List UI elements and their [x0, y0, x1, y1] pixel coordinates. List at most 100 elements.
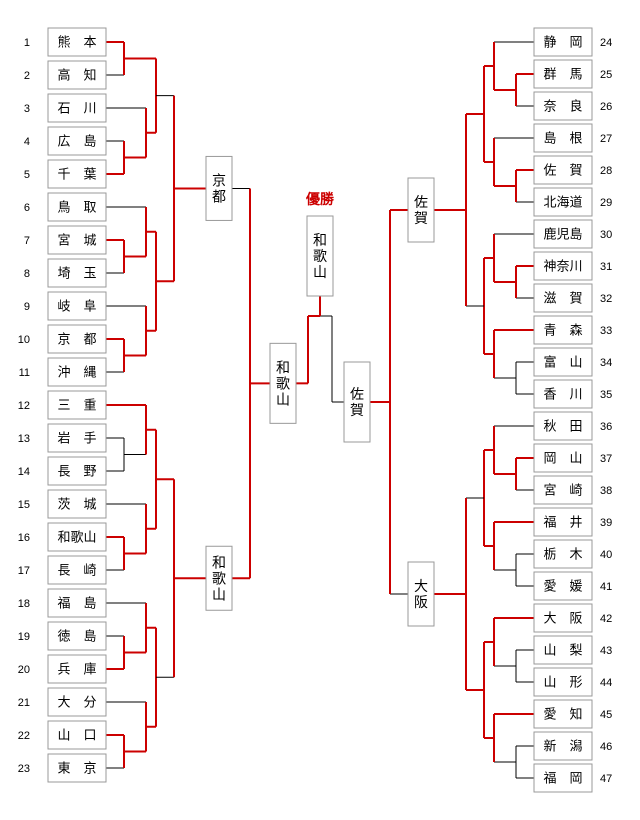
seed-number: 41 [600, 581, 612, 593]
team-name: 福 井 [543, 514, 582, 529]
seed-number: 40 [600, 549, 612, 561]
team-name: 茨 城 [57, 496, 96, 511]
team-name: 広 島 [57, 133, 96, 148]
team-name: 宮 城 [57, 232, 96, 247]
team-name: 東 京 [57, 760, 96, 775]
bracket-winner-char: 和 [212, 554, 226, 570]
bracket-winner-char: 和 [276, 359, 290, 375]
seed-number: 37 [600, 453, 612, 465]
team-name: 香 川 [543, 386, 582, 401]
seed-number: 44 [600, 677, 612, 689]
bracket-winner-char: 佐 [414, 194, 428, 210]
team-name: 鳥 取 [57, 199, 96, 214]
seed-number: 10 [18, 334, 30, 346]
seed-number: 45 [600, 709, 612, 721]
team-name: 青 森 [543, 322, 582, 337]
bracket-winner-char: 歌 [313, 248, 327, 264]
team-name: 石 川 [57, 100, 96, 115]
bracket-winner-char: 都 [212, 188, 226, 204]
seed-number: 6 [24, 202, 30, 214]
seed-number: 26 [600, 101, 612, 113]
team-name: 高 知 [57, 67, 96, 82]
team-name: 奈 良 [543, 98, 582, 113]
team-name: 徳 島 [57, 628, 96, 643]
bracket-winner-char: 山 [313, 264, 327, 280]
bracket-winner-char: 山 [212, 586, 226, 602]
seed-number: 3 [24, 103, 30, 115]
team-name: 千 葉 [57, 166, 96, 181]
seed-number: 25 [600, 69, 612, 81]
bracket-winner-char: 阪 [414, 594, 428, 610]
bracket-winner-char: 歌 [212, 570, 226, 586]
seed-number: 7 [24, 235, 30, 247]
seed-number: 36 [600, 421, 612, 433]
seed-number: 16 [18, 532, 30, 544]
team-name: 山 梨 [543, 642, 582, 657]
seed-number: 13 [18, 433, 30, 445]
seed-number: 15 [18, 499, 30, 511]
seed-number: 35 [600, 389, 612, 401]
team-name: 大 阪 [543, 610, 582, 625]
seed-number: 42 [600, 613, 612, 625]
team-name: 新 潟 [543, 738, 582, 753]
team-name: 福 岡 [543, 770, 582, 785]
bracket-winner-char: 賀 [350, 402, 364, 418]
team-name: 兵 庫 [57, 661, 96, 676]
team-name: 山 口 [57, 727, 96, 742]
seed-number: 34 [600, 357, 612, 369]
seed-number: 1 [24, 37, 30, 49]
team-name: 鹿児島 [543, 226, 582, 241]
team-name: 福 島 [57, 595, 96, 610]
seed-number: 4 [24, 136, 30, 148]
team-name: 長 野 [57, 463, 96, 478]
seed-number: 9 [24, 301, 30, 313]
seed-number: 20 [18, 664, 30, 676]
seed-number: 18 [18, 598, 30, 610]
team-name: 三 重 [57, 397, 96, 412]
seed-number: 38 [600, 485, 612, 497]
team-name: 大 分 [57, 694, 96, 709]
seed-number: 17 [18, 565, 30, 577]
team-name: 神奈川 [543, 258, 582, 273]
seed-number: 21 [18, 697, 30, 709]
seed-number: 43 [600, 645, 612, 657]
team-name: 群 馬 [543, 66, 582, 81]
team-name: 京 都 [57, 331, 96, 346]
team-name: 山 形 [543, 674, 582, 689]
seed-number: 47 [600, 773, 612, 785]
tournament-bracket: 熊 本1高 知2石 川3広 島4千 葉5鳥 取6宮 城7埼 玉8岐 阜9京 都1… [0, 0, 640, 820]
seed-number: 22 [18, 730, 30, 742]
team-name: 愛 媛 [543, 578, 582, 593]
team-name: 静 岡 [543, 34, 582, 49]
bracket-winner-char: 賀 [414, 210, 428, 226]
bracket-winner-char: 京 [212, 172, 226, 188]
team-name: 埼 玉 [57, 265, 96, 280]
seed-number: 27 [600, 133, 612, 145]
team-name: 北海道 [543, 194, 582, 209]
team-name: 岩 手 [57, 430, 96, 445]
seed-number: 29 [600, 197, 612, 209]
team-name: 宮 崎 [543, 482, 582, 497]
team-name: 岡 山 [543, 450, 582, 465]
seed-number: 14 [18, 466, 30, 478]
team-name: 沖 縄 [57, 364, 96, 379]
seed-number: 28 [600, 165, 612, 177]
bracket-winner-char: 和 [313, 232, 327, 248]
team-name: 熊 本 [57, 34, 96, 49]
seed-number: 11 [19, 367, 30, 379]
seed-number: 12 [18, 400, 30, 412]
seed-number: 39 [600, 517, 612, 529]
bracket-winner-char: 佐 [350, 386, 364, 402]
seed-number: 30 [600, 229, 612, 241]
team-name: 愛 知 [543, 706, 582, 721]
seed-number: 5 [24, 169, 30, 181]
team-name: 滋 賀 [543, 290, 582, 305]
team-name: 富 山 [543, 354, 582, 369]
team-name: 長 崎 [57, 562, 96, 577]
seed-number: 46 [600, 741, 612, 753]
seed-number: 2 [24, 70, 30, 82]
champion-label: 優勝 [305, 191, 335, 207]
team-name: 秋 田 [543, 418, 582, 433]
team-name: 岐 阜 [57, 298, 96, 313]
team-name: 和歌山 [57, 529, 96, 544]
